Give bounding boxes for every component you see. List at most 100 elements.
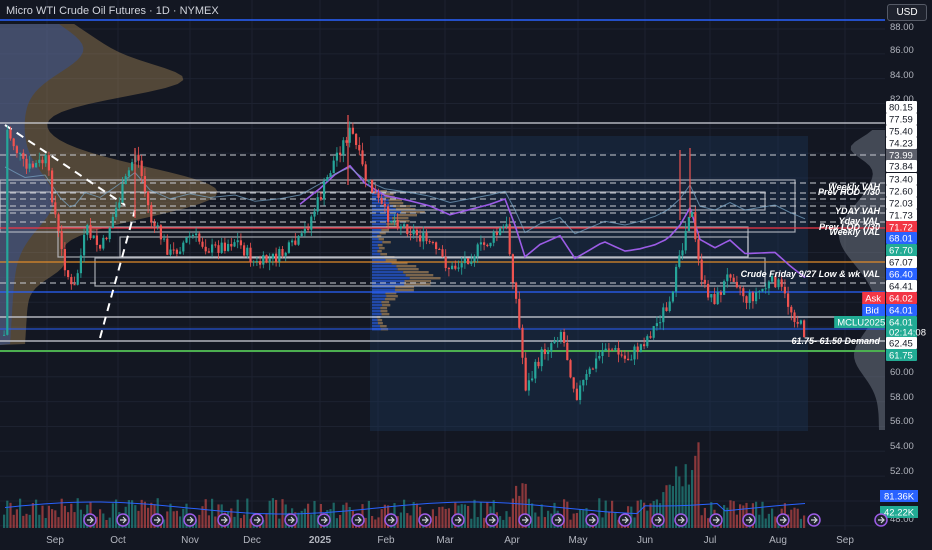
volume-label-1: 42.22K <box>884 508 915 519</box>
candle-body <box>301 233 303 236</box>
volume-bar <box>413 502 415 528</box>
volume-bar <box>569 520 571 528</box>
volume-bar <box>573 514 575 528</box>
candle-body <box>141 161 143 176</box>
volume-bar <box>499 516 501 528</box>
volume-bar <box>566 502 568 528</box>
candle-body <box>406 224 408 234</box>
candle-body <box>726 274 728 281</box>
candle-body <box>781 279 783 286</box>
y-tick-label-10: 60.00 <box>890 367 914 378</box>
candle-body <box>595 358 597 368</box>
volume-bar <box>176 511 178 528</box>
volume-bar <box>582 509 584 528</box>
volume-bar <box>54 510 56 528</box>
volume-bar <box>729 500 731 528</box>
volume-bar <box>115 500 117 528</box>
candle-body <box>214 244 216 245</box>
volume-bar <box>547 511 549 528</box>
candle-body <box>115 208 117 217</box>
volume-bar <box>80 510 82 528</box>
candle-body <box>70 277 72 284</box>
volume-bar <box>265 513 267 528</box>
candle-body <box>224 243 226 251</box>
volume-bar <box>470 519 472 528</box>
volume-bar <box>701 515 703 528</box>
level-label-6: Weekly VAL <box>829 227 880 237</box>
candle-body <box>656 323 658 326</box>
candle-body <box>227 244 229 251</box>
x-tick-label-12: Sep <box>836 535 854 546</box>
volume-bar <box>793 508 795 528</box>
candle-body <box>784 287 786 294</box>
candle-body <box>518 299 520 328</box>
candle-body <box>467 258 469 264</box>
candle-body <box>800 320 802 323</box>
volume-bar <box>640 500 642 528</box>
candle-body <box>643 344 645 346</box>
candle-body <box>499 228 501 235</box>
volume-bar <box>6 501 8 528</box>
candle-body <box>288 242 290 253</box>
volume-bar <box>112 503 114 528</box>
candle-body <box>585 374 587 380</box>
price-label-4: 73.99 <box>889 151 913 162</box>
currency-button[interactable]: USD <box>887 4 927 21</box>
price-label-2: 75.40 <box>889 127 913 138</box>
volume-bar <box>333 503 335 528</box>
candle-body <box>749 293 751 303</box>
candle-body <box>182 243 184 252</box>
price-label-0: 80.15 <box>889 103 913 114</box>
price-label-17: 64.01 <box>889 306 913 317</box>
candle-body <box>422 233 424 242</box>
volume-bar <box>646 511 648 528</box>
candle-body <box>173 250 175 251</box>
candle-body <box>35 163 37 167</box>
candle-body <box>381 198 383 204</box>
candle-body <box>544 349 546 354</box>
candle-body <box>454 266 456 269</box>
volume-bar <box>310 514 312 528</box>
candle-body <box>483 242 485 245</box>
x-tick-label-2: Nov <box>181 535 199 546</box>
candle-body <box>6 130 8 335</box>
price-label-19: 02:14:08 <box>889 328 926 339</box>
candle-body <box>176 250 178 254</box>
volume-bar <box>336 518 338 528</box>
volume-bar <box>166 511 168 528</box>
volume-bar <box>697 442 699 528</box>
volume-bar <box>637 501 639 528</box>
volume-bar <box>313 501 315 528</box>
candle-body <box>147 192 149 205</box>
candle-body <box>54 202 56 214</box>
candle-body <box>198 234 200 242</box>
candle-body <box>179 252 181 254</box>
candle-body <box>438 249 440 250</box>
volume-bar <box>665 485 667 528</box>
candle-body <box>265 255 267 262</box>
candle-body <box>413 230 415 234</box>
candle-body <box>755 292 757 301</box>
price-label-16: 64.02 <box>889 294 913 305</box>
volume-bar <box>29 515 31 528</box>
candle-body <box>365 164 367 180</box>
candle-body <box>368 180 370 181</box>
candle-body <box>160 225 162 239</box>
volume-bar <box>579 509 581 528</box>
candle-body <box>339 153 341 155</box>
volume-bar <box>70 504 72 528</box>
candle-body <box>166 239 168 255</box>
volume-bar <box>441 507 443 528</box>
volume-bar <box>739 504 741 528</box>
volume-bar <box>515 486 517 528</box>
volume-bar <box>48 506 50 528</box>
candle-body <box>752 293 754 302</box>
volume-bar <box>16 509 18 528</box>
volume-bar <box>147 508 149 528</box>
candle-body <box>121 184 123 202</box>
candle-body <box>112 217 114 228</box>
candle-body <box>48 155 50 170</box>
candle-body <box>419 235 421 241</box>
volume-bar <box>339 515 341 528</box>
